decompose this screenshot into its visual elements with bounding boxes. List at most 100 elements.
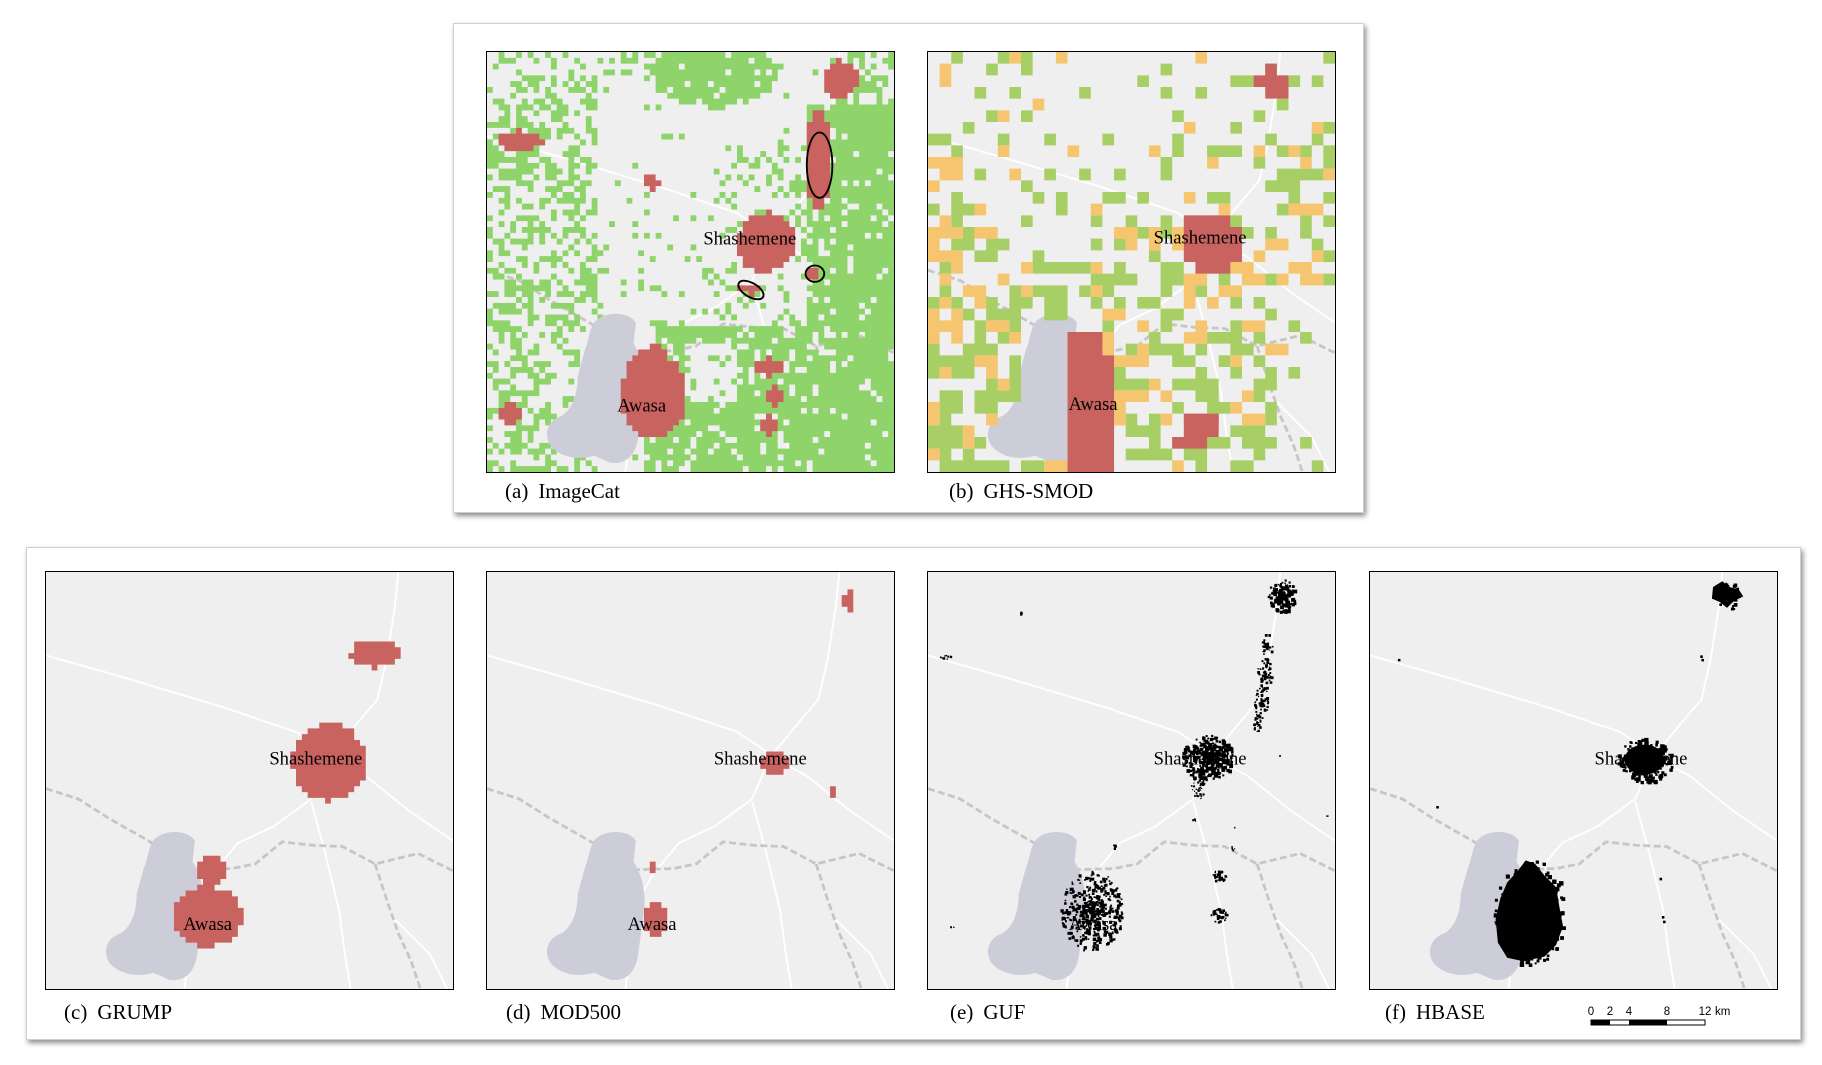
- admin-boundary: [814, 863, 863, 989]
- caption-letter: (b): [949, 479, 974, 503]
- map-layers: [1370, 572, 1777, 989]
- admin-boundary: [46, 787, 453, 873]
- map-panel-mod500: Shashemene Awasa: [486, 571, 895, 990]
- map-imagecat: Shashemene Awasa: [487, 52, 894, 472]
- road: [835, 918, 890, 989]
- lake-awasa: [987, 832, 1086, 981]
- map-guf: Shashemene Awasa: [928, 572, 1335, 989]
- city-label-awasa: Awasa: [628, 914, 677, 935]
- admin-boundary: [1697, 863, 1746, 989]
- scale-bar-unit: km: [1715, 1006, 1730, 1018]
- map-panel-hbase: Shashemene: [1369, 571, 1778, 990]
- lake-awasa: [987, 313, 1086, 463]
- city-label-awasa: Awasa: [1069, 394, 1119, 415]
- admin-boundaries: [46, 787, 453, 989]
- city-label-shashemene: Shashemene: [1154, 227, 1247, 248]
- map-panel-imagecat: Shashemene Awasa: [486, 51, 895, 473]
- scale-bar-tick-label: 4: [1626, 1006, 1633, 1018]
- scale-bar-outline: [1590, 1019, 1706, 1026]
- road: [751, 801, 793, 989]
- map-panel-guf: Shashemene Awasa: [927, 571, 1336, 990]
- map-grump: Shashemene Awasa: [46, 572, 453, 989]
- caption-mod500: (d) MOD500: [506, 1000, 621, 1024]
- scale-bar-segment: [1591, 1020, 1610, 1025]
- map-layers: [46, 572, 453, 989]
- urban-extent: [173, 641, 401, 949]
- top-figure-group: Shashemene Awasa Shashemene Awasa (a) Ima…: [453, 23, 1364, 513]
- urban-centre-cells: [1067, 63, 1289, 472]
- admin-boundaries: [487, 787, 894, 989]
- caption-dataset-name: GRUMP: [97, 1000, 173, 1024]
- caption-dataset-name: ImageCat: [538, 479, 620, 503]
- lake-awasa: [546, 832, 645, 981]
- caption-letter: (a): [505, 479, 529, 503]
- caption-dataset-name: HBASE: [1415, 1000, 1485, 1024]
- highlight-ellipse: [737, 279, 765, 301]
- admin-boundary: [487, 268, 894, 355]
- scale-bar-segment: [1610, 1020, 1629, 1025]
- map-layers: [487, 52, 894, 472]
- caption-imagecat: (a) ImageCat: [505, 479, 620, 503]
- road: [310, 801, 352, 989]
- map-panel-ghs-smod: Shashemene Awasa: [927, 51, 1336, 473]
- city-label-shashemene: Shashemene: [1154, 748, 1247, 769]
- road: [771, 572, 841, 756]
- admin-boundary: [1370, 787, 1777, 873]
- highlight-ellipse: [804, 264, 826, 283]
- city-label-shashemene: Shashemene: [714, 748, 807, 769]
- semi-urban-cells: [928, 52, 1335, 472]
- admin-boundary: [928, 787, 1335, 873]
- caption-guf: (e) GUF: [950, 1000, 1025, 1024]
- vegetation-pixels: [487, 52, 894, 472]
- map-layers: [928, 52, 1335, 472]
- scale-bar-tick-label: 0: [1588, 1006, 1594, 1018]
- city-label-shashemene: Shashemene: [269, 748, 362, 769]
- scale-bar-tick-label: 8: [1664, 1006, 1670, 1018]
- scale-bar: 0 2 4 8 12 km: [1588, 1006, 1730, 1026]
- admin-boundary: [1255, 863, 1304, 989]
- road: [487, 654, 773, 756]
- map-background: [928, 572, 1335, 989]
- caption-dataset-name: MOD500: [540, 1000, 622, 1024]
- road: [394, 918, 449, 989]
- caption-letter: (e): [950, 1000, 974, 1024]
- caption-letter: (d): [506, 1000, 531, 1024]
- scale-bar-tick-label: 2: [1607, 1006, 1613, 1018]
- admin-boundaries: [1370, 787, 1777, 989]
- map-panel-grump: Shashemene Awasa: [45, 571, 454, 990]
- lake-awasa: [105, 832, 204, 981]
- road: [1718, 918, 1773, 989]
- city-label-shashemene: Shashemene: [1594, 748, 1687, 769]
- road: [1634, 801, 1676, 989]
- map-layers: [487, 572, 894, 989]
- caption-dataset-name: GUF: [983, 1000, 1026, 1024]
- scale-bar-tick-label: 12: [1699, 1006, 1712, 1018]
- city-label-awasa: Awasa: [1069, 914, 1118, 935]
- caption-hbase: (f) HBASE: [1385, 1000, 1485, 1024]
- city-label-awasa: Awasa: [183, 914, 232, 935]
- city-label-awasa: Awasa: [617, 395, 667, 416]
- scale-bar-segment: [1629, 1020, 1667, 1025]
- caption-letter: (f): [1385, 1000, 1406, 1024]
- map-background: [1370, 572, 1777, 989]
- map-background: [46, 572, 453, 989]
- caption-ghs-smod: (b) GHS-SMOD: [949, 479, 1093, 503]
- caption-letter: (c): [64, 1000, 88, 1024]
- admin-boundary: [373, 863, 422, 989]
- road: [928, 654, 1214, 756]
- road: [330, 572, 400, 756]
- city-label-shashemene: Shashemene: [703, 228, 796, 249]
- bottom-figure-group: Shashemene Awasa Shashemene Awasa Shashe…: [26, 547, 1801, 1040]
- map-background: [487, 572, 894, 989]
- caption-grump: (c) GRUMP: [64, 1000, 172, 1024]
- urban-extent: [498, 57, 860, 437]
- lake-awasa: [546, 313, 645, 463]
- admin-boundary: [487, 787, 894, 873]
- caption-dataset-name: GHS-SMOD: [983, 479, 1094, 503]
- road: [1370, 654, 1656, 756]
- admin-boundaries: [928, 787, 1335, 989]
- map-hbase: Shashemene: [1370, 572, 1777, 989]
- map-ghs-smod: Shashemene Awasa: [928, 52, 1335, 472]
- road: [1276, 918, 1331, 989]
- highlight-ellipse: [805, 131, 834, 199]
